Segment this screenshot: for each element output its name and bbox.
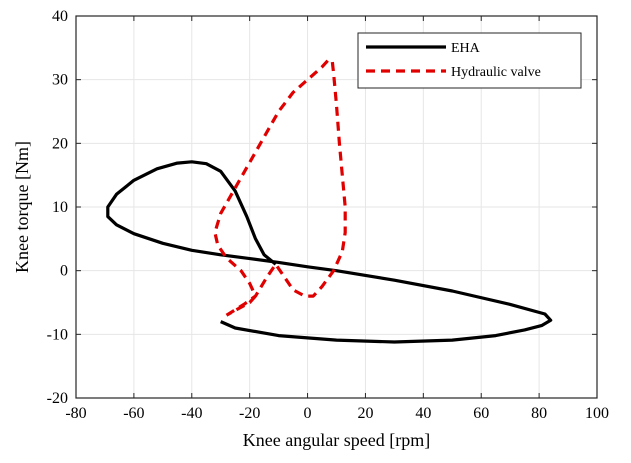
y-axis-label: Knee torque [Nm] (12, 141, 32, 273)
x-tick-label: -60 (123, 405, 144, 422)
y-tick-label: 20 (52, 135, 68, 152)
x-tick-label: 0 (304, 405, 312, 422)
x-tick-label: -40 (181, 405, 202, 422)
series-line-hydraulic-valve (213, 59, 347, 317)
x-tick-label: 100 (585, 405, 609, 422)
axis-ticks: -80 -60 -40 -20 0 20 40 60 80 100 -20 -10 0 10 20 30 40 (47, 8, 609, 422)
x-tick-label: -20 (239, 405, 260, 422)
series-line-eha (106, 160, 553, 344)
legend: EHA Hydraulic valve (357, 32, 582, 89)
y-tick-label: 40 (52, 8, 68, 25)
legend-label-eha: EHA (451, 41, 481, 56)
y-tick-label: 0 (60, 263, 68, 280)
x-tick-label: 40 (415, 405, 431, 422)
legend-label-hydraulic-valve: Hydraulic valve (451, 65, 541, 80)
plot-series (106, 59, 553, 344)
y-tick-label: -20 (47, 390, 68, 407)
legend-box (357, 32, 582, 89)
x-axis-label: Knee angular speed [rpm] (243, 430, 430, 450)
x-tick-label: 60 (473, 405, 489, 422)
x-tick-label: 20 (357, 405, 373, 422)
y-tick-label: -10 (47, 326, 68, 343)
y-tick-label: 10 (52, 199, 68, 216)
y-tick-label: 30 (52, 72, 68, 89)
x-tick-label: -80 (65, 405, 86, 422)
x-tick-label: 80 (531, 405, 547, 422)
